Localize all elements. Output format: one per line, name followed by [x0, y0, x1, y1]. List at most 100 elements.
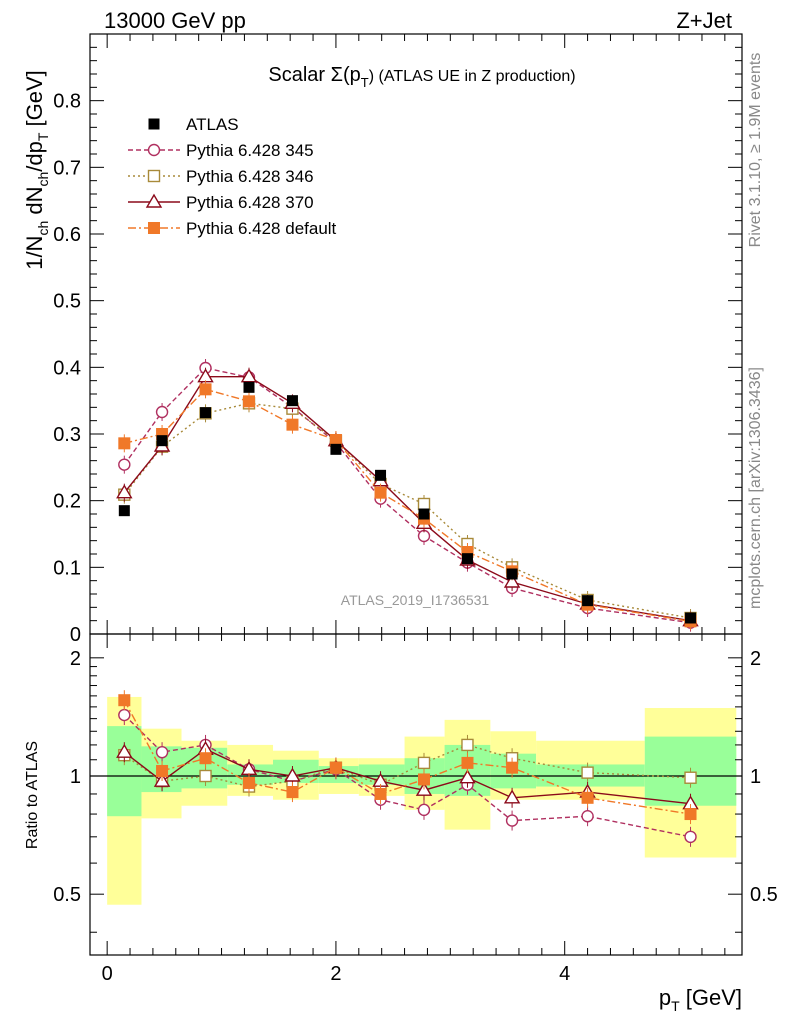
ratio-point	[581, 791, 594, 804]
ratio-point	[242, 776, 255, 789]
ratio-point	[459, 769, 476, 784]
ratio-point	[374, 787, 387, 800]
ratio-tick-label-right: 2	[750, 648, 761, 670]
x-axis-label-main: p	[659, 985, 671, 1010]
series-point	[242, 395, 255, 408]
ratio-point	[118, 694, 131, 707]
ratio-tick-label-right: 0.5	[750, 884, 778, 906]
data-point	[200, 407, 212, 419]
data-point	[582, 595, 594, 607]
ratio-point	[286, 786, 299, 799]
ratio-point	[417, 803, 431, 817]
series-point	[118, 458, 131, 471]
chart-title-main: Scalar Σ(p	[268, 64, 360, 86]
y-tick-label: 0.6	[53, 224, 81, 246]
x-tick-label: 0	[102, 963, 113, 985]
ratio-tick-label: 0.5	[53, 884, 81, 906]
ratio-point	[417, 756, 431, 770]
ratio-band-green	[358, 764, 405, 785]
series-layer	[116, 359, 699, 847]
series-line-1	[123, 402, 691, 619]
chart-title: Scalar Σ(pT) (ATLAS UE in Z production)	[268, 64, 575, 90]
x-axis-label-sub: T	[671, 998, 680, 1014]
y-axis-label-sub: ch	[35, 172, 51, 187]
y-axis-label-part: /dp	[22, 141, 47, 172]
y-tick-label: 0.5	[53, 291, 81, 313]
x-axis-label-tail: [GeV]	[680, 985, 742, 1010]
legend-marker	[145, 193, 163, 208]
legend-label: Pythia 6.428 346	[186, 167, 314, 186]
ratio-band-green	[273, 759, 319, 783]
series-point	[199, 383, 212, 396]
series-point	[155, 405, 169, 419]
ratio-point	[581, 809, 594, 823]
y-axis-label-part: [GeV]	[22, 70, 47, 132]
ratio-tick-label-right: 1	[750, 766, 761, 788]
data-point	[461, 553, 473, 565]
ratio-point	[684, 771, 697, 784]
legend-marker	[148, 222, 160, 234]
legend-label: Pythia 6.428 default	[186, 219, 337, 238]
ratio-point	[156, 764, 169, 777]
y-tick-label: 0	[70, 624, 81, 646]
x-tick-label: 2	[330, 963, 341, 985]
y-axis-label-sub: T	[35, 132, 51, 141]
ratio-point	[284, 767, 301, 782]
data-point	[506, 568, 518, 580]
y-axis-label-sub: ch	[35, 221, 51, 236]
ratio-axis-label: Ratio to ATLAS	[24, 741, 41, 849]
ratio-band-green	[107, 726, 142, 817]
legend-label: Pythia 6.428 345	[186, 141, 314, 160]
chart-title-sub: T	[361, 75, 369, 90]
ratio-line-0	[123, 714, 691, 838]
y-axis-label-part: dN	[22, 187, 47, 221]
ratio-point	[684, 808, 697, 821]
ratio-bands	[107, 696, 737, 905]
series-line-2	[123, 375, 691, 622]
ratio-point	[506, 761, 519, 774]
ratio-point	[118, 708, 131, 722]
x-tick-label: 4	[559, 963, 570, 985]
y-axis-label-part: 1/N	[22, 236, 47, 270]
ratio-point	[116, 743, 133, 758]
y-tick-label: 0.1	[53, 557, 81, 579]
ratio-tick-label: 2	[70, 648, 81, 670]
series-point	[116, 484, 133, 499]
data-point	[156, 435, 168, 447]
y-tick-label: 0.3	[53, 424, 81, 446]
series-point	[503, 573, 521, 588]
y-tick-label: 0.7	[53, 157, 81, 179]
chart-title-tail: ) (ATLAS UE in Z production)	[369, 68, 576, 85]
series-line-3	[124, 388, 691, 623]
ratio-point	[461, 738, 474, 752]
series-point	[374, 486, 387, 499]
x-axis-label: pT [GeV]	[659, 985, 742, 1014]
ratio-point	[505, 814, 519, 827]
ratio-tick-label: 1	[70, 766, 81, 788]
legend-marker	[147, 169, 161, 183]
y-tick-label: 0.8	[53, 91, 81, 113]
series-point	[240, 368, 258, 383]
data-point	[375, 469, 387, 481]
legend-label: Pythia 6.428 370	[186, 193, 314, 212]
series-point	[118, 437, 131, 450]
header-left: 13000 GeV pp	[104, 8, 246, 33]
data-point	[286, 395, 298, 407]
y-tick-label: 0.4	[53, 357, 81, 379]
header-right: Z+Jet	[676, 8, 732, 33]
ratio-point	[329, 761, 342, 774]
data-point	[118, 505, 130, 517]
analysis-watermark: ATLAS_2019_I1736531	[341, 592, 490, 608]
ratio-point	[418, 773, 431, 786]
data-point	[330, 443, 342, 455]
ratio-point	[155, 745, 169, 759]
data-point	[685, 612, 697, 624]
y-axis-label: 1/Nch dNch/dpT [GeV]	[22, 70, 51, 270]
ratio-point	[199, 769, 212, 783]
ratio-point	[199, 752, 212, 765]
legend: ATLAS Pythia 6.428 345 Pythia 6.428 346 Pyt…	[128, 115, 337, 238]
series-point	[417, 497, 431, 511]
rivet-version-label: Rivet 3.1.10, ≥ 1.9M events	[747, 53, 764, 248]
ratio-line-3	[123, 699, 691, 815]
